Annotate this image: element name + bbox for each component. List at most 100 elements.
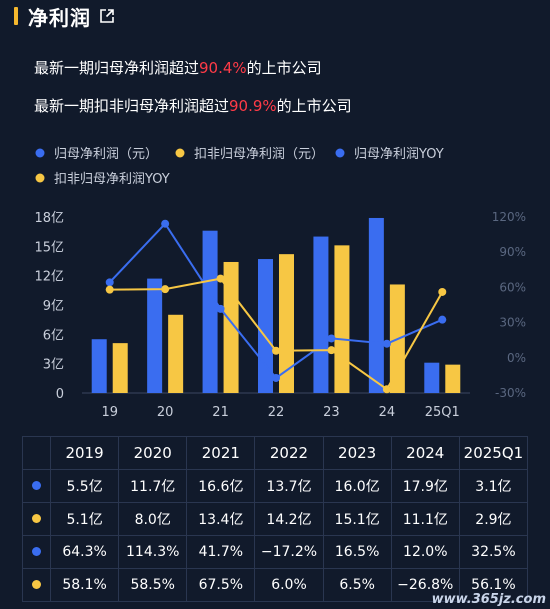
table-row: 64.3% 114.3% 41.7% −17.2% 16.5% 12.0% 32.5% (22, 535, 529, 569)
table-cell: −17.2% (254, 535, 324, 569)
row-marker-cell (22, 535, 51, 569)
legend-marker (35, 173, 45, 183)
bar (112, 343, 128, 393)
note-prefix: 最新一期扣非归母净利润超过 (34, 97, 230, 115)
table-row: 58.1% 58.5% 67.5% 6.0% 6.5% −26.8% 56.1% (22, 568, 529, 602)
bar (424, 362, 440, 393)
row-marker-cell (22, 502, 51, 536)
line-point (105, 278, 114, 287)
legend-label: 归母净利润YOY (354, 147, 444, 162)
table-cell: 67.5% (186, 568, 256, 602)
note-suffix: 的上市公司 (276, 97, 352, 115)
table-body: 5.5亿 11.7亿 16.6亿 13.7亿 16.0亿 17.9亿 3.1亿 5.1亿 8.0… (22, 469, 529, 602)
y-tick-label-right: 0% (507, 351, 526, 365)
x-tick-label: 20 (157, 405, 174, 420)
line-point (161, 285, 170, 294)
x-tick-label: 19 (101, 405, 118, 420)
header-cell: 2025Q1 (458, 436, 529, 470)
bar (334, 245, 350, 393)
y-tick-label-left: 12亿 (34, 270, 64, 285)
table-cell: 13.4亿 (186, 502, 256, 536)
y-tick-label-right: 90% (499, 245, 526, 259)
data-table: 2019 2020 2021 2022 2023 2024 2025Q1 5.5亿 11.7亿… (22, 436, 529, 602)
row-marker-dot (32, 547, 41, 556)
table-cell: 58.5% (118, 568, 188, 602)
table-cell: 16.0亿 (322, 469, 392, 503)
header-cell: 2020 (118, 436, 188, 470)
line-point (327, 346, 336, 355)
accent-bar (14, 7, 18, 25)
watermark: www.365jz.com (431, 592, 546, 607)
x-tick-label: 25Q1 (425, 405, 460, 420)
legend-label: 扣非归母净利润（元） (194, 147, 324, 162)
bar (202, 230, 218, 393)
legend-marker (335, 148, 345, 158)
note-prefix: 最新一期归母净利润超过 (34, 59, 200, 77)
header-cell: 2022 (254, 436, 324, 470)
table-cell: 8.0亿 (118, 502, 188, 536)
table-header-row: 2019 2020 2021 2022 2023 2024 2025Q1 (22, 436, 529, 470)
line-point (382, 339, 391, 348)
x-tick-label: 22 (268, 405, 285, 420)
line-point (438, 315, 447, 324)
page-title: 净利润 (28, 5, 91, 30)
line-point (327, 334, 336, 343)
note-net-profit: 最新一期归母净利润超过90.4%的上市公司 (34, 57, 322, 78)
table-cell: 11.7亿 (118, 469, 188, 503)
line-point (272, 346, 280, 355)
table-cell: −26.8% (390, 568, 460, 602)
table-cell: 114.3% (118, 535, 188, 569)
table-cell: 16.5% (322, 535, 392, 569)
legend-marker (35, 148, 45, 158)
header-cell: 2021 (186, 436, 256, 470)
note-highlight: 90.4% (199, 59, 247, 77)
table-cell: 12.0% (390, 535, 460, 569)
row-marker-dot (32, 580, 41, 589)
y-tick-label-right: 120% (492, 210, 526, 224)
line-point (216, 274, 225, 283)
x-tick-label: 23 (323, 405, 340, 420)
row-marker-dot (32, 481, 41, 490)
row-marker-dot (32, 514, 41, 523)
external-link-icon[interactable] (99, 8, 115, 24)
row-marker-cell (22, 568, 51, 602)
profit-chart: 归母净利润（元） 扣非归母净利润（元） 归母净利润YOY 扣非归母净利润YOY 0 3亿 6… (34, 147, 526, 420)
table-cell: 32.5% (458, 535, 529, 569)
bar (445, 364, 461, 393)
y-tick-label-left: 15亿 (34, 240, 64, 255)
note-deducted-net-profit: 最新一期扣非归母净利润超过90.9%的上市公司 (34, 95, 352, 116)
table-cell: 6.0% (254, 568, 324, 602)
table-cell: 58.1% (49, 568, 120, 602)
table-cell: 56.1% (458, 568, 529, 602)
legend-label: 扣非归母净利润YOY (54, 172, 170, 187)
line-point (216, 304, 225, 313)
bar (279, 254, 294, 393)
table-cell: 64.3% (49, 535, 120, 569)
y-tick-label-right: 60% (499, 280, 526, 294)
header-cell-blank (22, 436, 51, 470)
table-cell: 13.7亿 (254, 469, 324, 503)
bar (168, 314, 184, 393)
legend-marker (175, 148, 185, 158)
line-point (272, 373, 280, 382)
line-point (438, 287, 447, 296)
y-tick-label-left: 9亿 (43, 299, 64, 314)
table-cell: 5.5亿 (49, 469, 120, 503)
bar (368, 217, 384, 393)
y-tick-label-left: 6亿 (43, 328, 64, 343)
row-marker-cell (22, 469, 51, 503)
bar (147, 278, 163, 393)
table-row: 5.5亿 11.7亿 16.6亿 13.7亿 16.0亿 17.9亿 3.1亿 (22, 469, 529, 503)
line-point (161, 219, 170, 228)
bar (313, 236, 329, 393)
bar (223, 261, 239, 393)
y-tick-label-left: 3亿 (43, 358, 64, 373)
table-cell: 41.7% (186, 535, 256, 569)
table-row: 5.1亿 8.0亿 13.4亿 14.2亿 15.1亿 11.1亿 2.9亿 (22, 502, 529, 536)
header-cell: 2024 (390, 436, 460, 470)
x-tick-label: 24 (379, 405, 396, 420)
note-highlight: 90.9% (229, 97, 277, 115)
note-suffix: 的上市公司 (246, 59, 322, 77)
table-cell: 2.9亿 (458, 502, 529, 536)
table-cell: 6.5% (322, 568, 392, 602)
